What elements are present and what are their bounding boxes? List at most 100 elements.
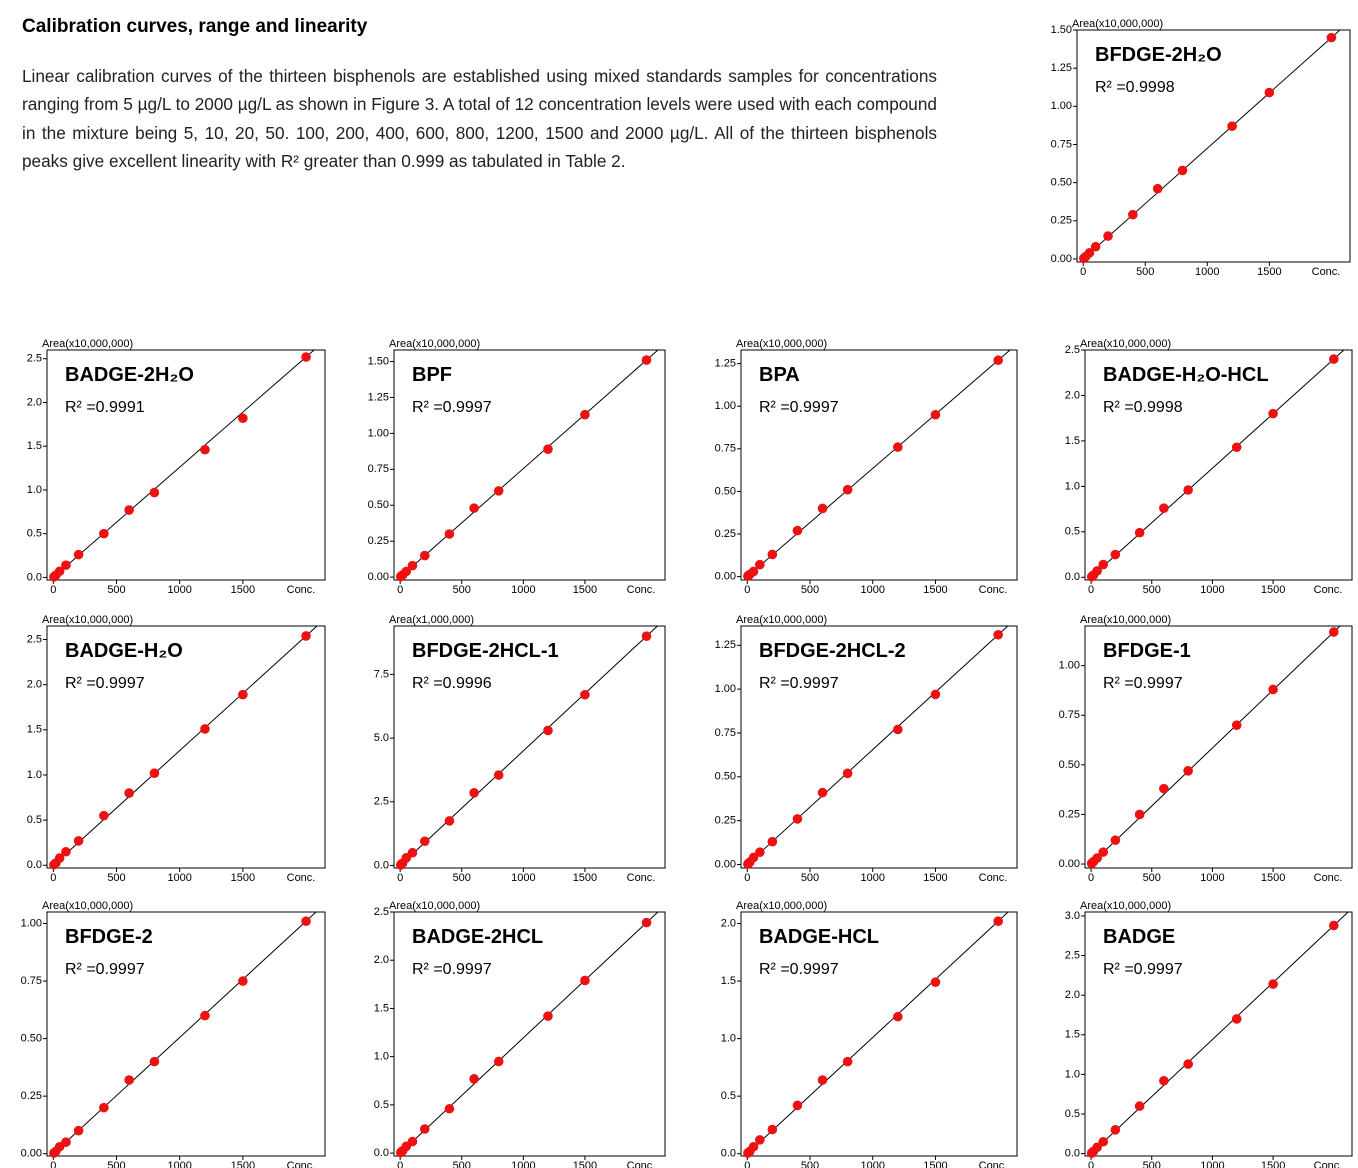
fit-line <box>52 911 317 1155</box>
x-tick-label: 1000 <box>1200 872 1224 884</box>
x-tick-label: 0 <box>397 1160 403 1168</box>
y-tick-label: 1.00 <box>368 427 389 439</box>
data-point <box>1152 183 1163 194</box>
y-tick-label: 0.0 <box>27 859 42 871</box>
chart-title: BFDGE-2H₂O <box>1095 44 1222 66</box>
y-tick-label: 0.25 <box>1051 215 1072 227</box>
data-point <box>1110 549 1121 560</box>
data-point <box>1134 527 1145 538</box>
y-axis-label: Area(x10,000,000) <box>1080 338 1171 350</box>
y-tick-label: 0.00 <box>1059 858 1080 870</box>
data-point <box>124 505 134 515</box>
data-point <box>1231 1014 1242 1024</box>
calibration-chart: Area(x10,000,000) 0.0 0.5 1.0 1.5 2.0 2.5 3.0 0 5… <box>1065 900 1353 1168</box>
y-tick-label: 0.75 <box>21 975 42 987</box>
data-point <box>99 528 109 539</box>
y-axis-label: Area(x10,000,000) <box>736 900 827 912</box>
fit-line <box>52 349 315 578</box>
data-point <box>54 566 65 577</box>
data-point <box>1098 559 1109 570</box>
chart-title: BFDGE-1 <box>1103 640 1191 662</box>
data-point <box>149 1056 160 1067</box>
data-point <box>842 484 853 495</box>
y-tick-label: 0.0 <box>374 859 389 871</box>
calibration-chart: Area(x10,000,000) 0.00 0.25 0.50 0.75 1.00 1.2… <box>715 614 1018 884</box>
data-point <box>1183 1059 1193 1069</box>
y-tick-label: 0.5 <box>1065 1108 1080 1120</box>
y-tick-label: 0.5 <box>1065 526 1080 538</box>
data-point <box>73 836 84 846</box>
y-tick-label: 0.50 <box>21 1033 42 1045</box>
x-tick-label: 1000 <box>860 1160 884 1168</box>
x-tick-label: 0 <box>397 584 403 596</box>
x-tick-label: 500 <box>1136 266 1154 278</box>
calibration-chart: Area(x10,000,000) 0.0 0.5 1.0 1.5 2.0 0 500 1000… <box>721 900 1018 1168</box>
data-point <box>61 1137 71 1147</box>
data-point <box>641 355 652 365</box>
data-point <box>543 725 553 736</box>
fit-line <box>746 625 1009 865</box>
data-point <box>1183 766 1193 776</box>
data-point <box>407 1136 418 1147</box>
x-axis-label: Conc. <box>627 1160 656 1168</box>
data-point <box>893 724 903 735</box>
calibration-chart: Area(x1,000,000) 0.0 2.5 5.0 7.5 0 500 1000 1500… <box>374 614 666 884</box>
data-point <box>1134 1101 1145 1111</box>
x-axis-label: Conc. <box>287 872 316 884</box>
y-tick-label: 1.5 <box>27 724 42 736</box>
y-tick-label: 2.5 <box>374 796 389 808</box>
y-tick-label: 1.00 <box>21 917 42 929</box>
chart-title: BADGE-2H₂O <box>65 364 194 386</box>
x-tick-label: 0 <box>1088 1160 1094 1168</box>
y-tick-label: 1.5 <box>721 975 736 987</box>
data-point <box>580 409 590 420</box>
data-point <box>817 503 828 514</box>
y-tick-label: 0.75 <box>715 443 736 455</box>
y-tick-label: 0.00 <box>1051 253 1072 265</box>
data-point <box>1328 920 1339 931</box>
y-tick-label: 0.25 <box>1059 808 1080 820</box>
data-point <box>149 487 160 498</box>
y-tick-label: 0.25 <box>21 1090 42 1102</box>
calibration-chart: Area(x10,000,000) 0.00 0.25 0.50 0.75 1.00 0 50… <box>1059 614 1353 884</box>
y-tick-label: 0.75 <box>1059 709 1080 721</box>
data-point <box>493 1056 504 1067</box>
data-point <box>748 1141 759 1152</box>
data-point <box>842 768 853 779</box>
y-tick-label: 1.5 <box>1065 1029 1080 1041</box>
y-tick-label: 0.00 <box>715 858 736 870</box>
plot-frame <box>740 349 1018 581</box>
data-point <box>1110 1125 1121 1135</box>
data-point <box>419 550 430 561</box>
y-tick-label: 1.00 <box>715 683 736 695</box>
y-tick-label: 7.5 <box>374 668 389 680</box>
plot-frame <box>46 625 326 869</box>
x-axis-label: Conc. <box>627 584 656 596</box>
y-axis-label: Area(x10,000,000) <box>736 614 827 626</box>
y-axis-label: Area(x10,000,000) <box>1080 900 1171 912</box>
chart-title: BADGE-HCL <box>759 926 879 948</box>
y-tick-label: 1.0 <box>27 769 42 781</box>
x-axis-label: Conc. <box>1314 872 1343 884</box>
data-point <box>767 549 778 560</box>
plot-frame <box>1076 29 1351 263</box>
data-point <box>200 444 210 455</box>
data-point <box>792 814 803 824</box>
data-point <box>1268 408 1278 419</box>
calibration-chart: Area(x10,000,000) 0.00 0.25 0.50 0.75 1.00 1.2… <box>368 338 666 596</box>
x-axis-label: Conc. <box>979 872 1008 884</box>
fit-line <box>399 911 659 1154</box>
r-squared: R² =0.9997 <box>412 961 492 978</box>
x-tick-label: 0 <box>50 872 56 884</box>
y-tick-label: 1.50 <box>1051 24 1072 36</box>
x-tick-label: 1500 <box>573 872 597 884</box>
x-axis-label: Conc. <box>979 1160 1008 1168</box>
x-axis-label: Conc. <box>287 1160 316 1168</box>
data-point <box>641 917 652 928</box>
calibration-chart: Area(x10,000,000) 0.00 0.25 0.50 0.75 1.00 0 50… <box>21 900 326 1168</box>
y-tick-label: 1.00 <box>715 400 736 412</box>
calibration-chart: Area(x10,000,000) 0.0 0.5 1.0 1.5 2.0 2.5 0 500 1… <box>27 614 326 884</box>
data-point <box>1328 627 1339 637</box>
x-axis-label: Conc. <box>979 584 1008 596</box>
r-squared: R² =0.9997 <box>1103 961 1183 978</box>
